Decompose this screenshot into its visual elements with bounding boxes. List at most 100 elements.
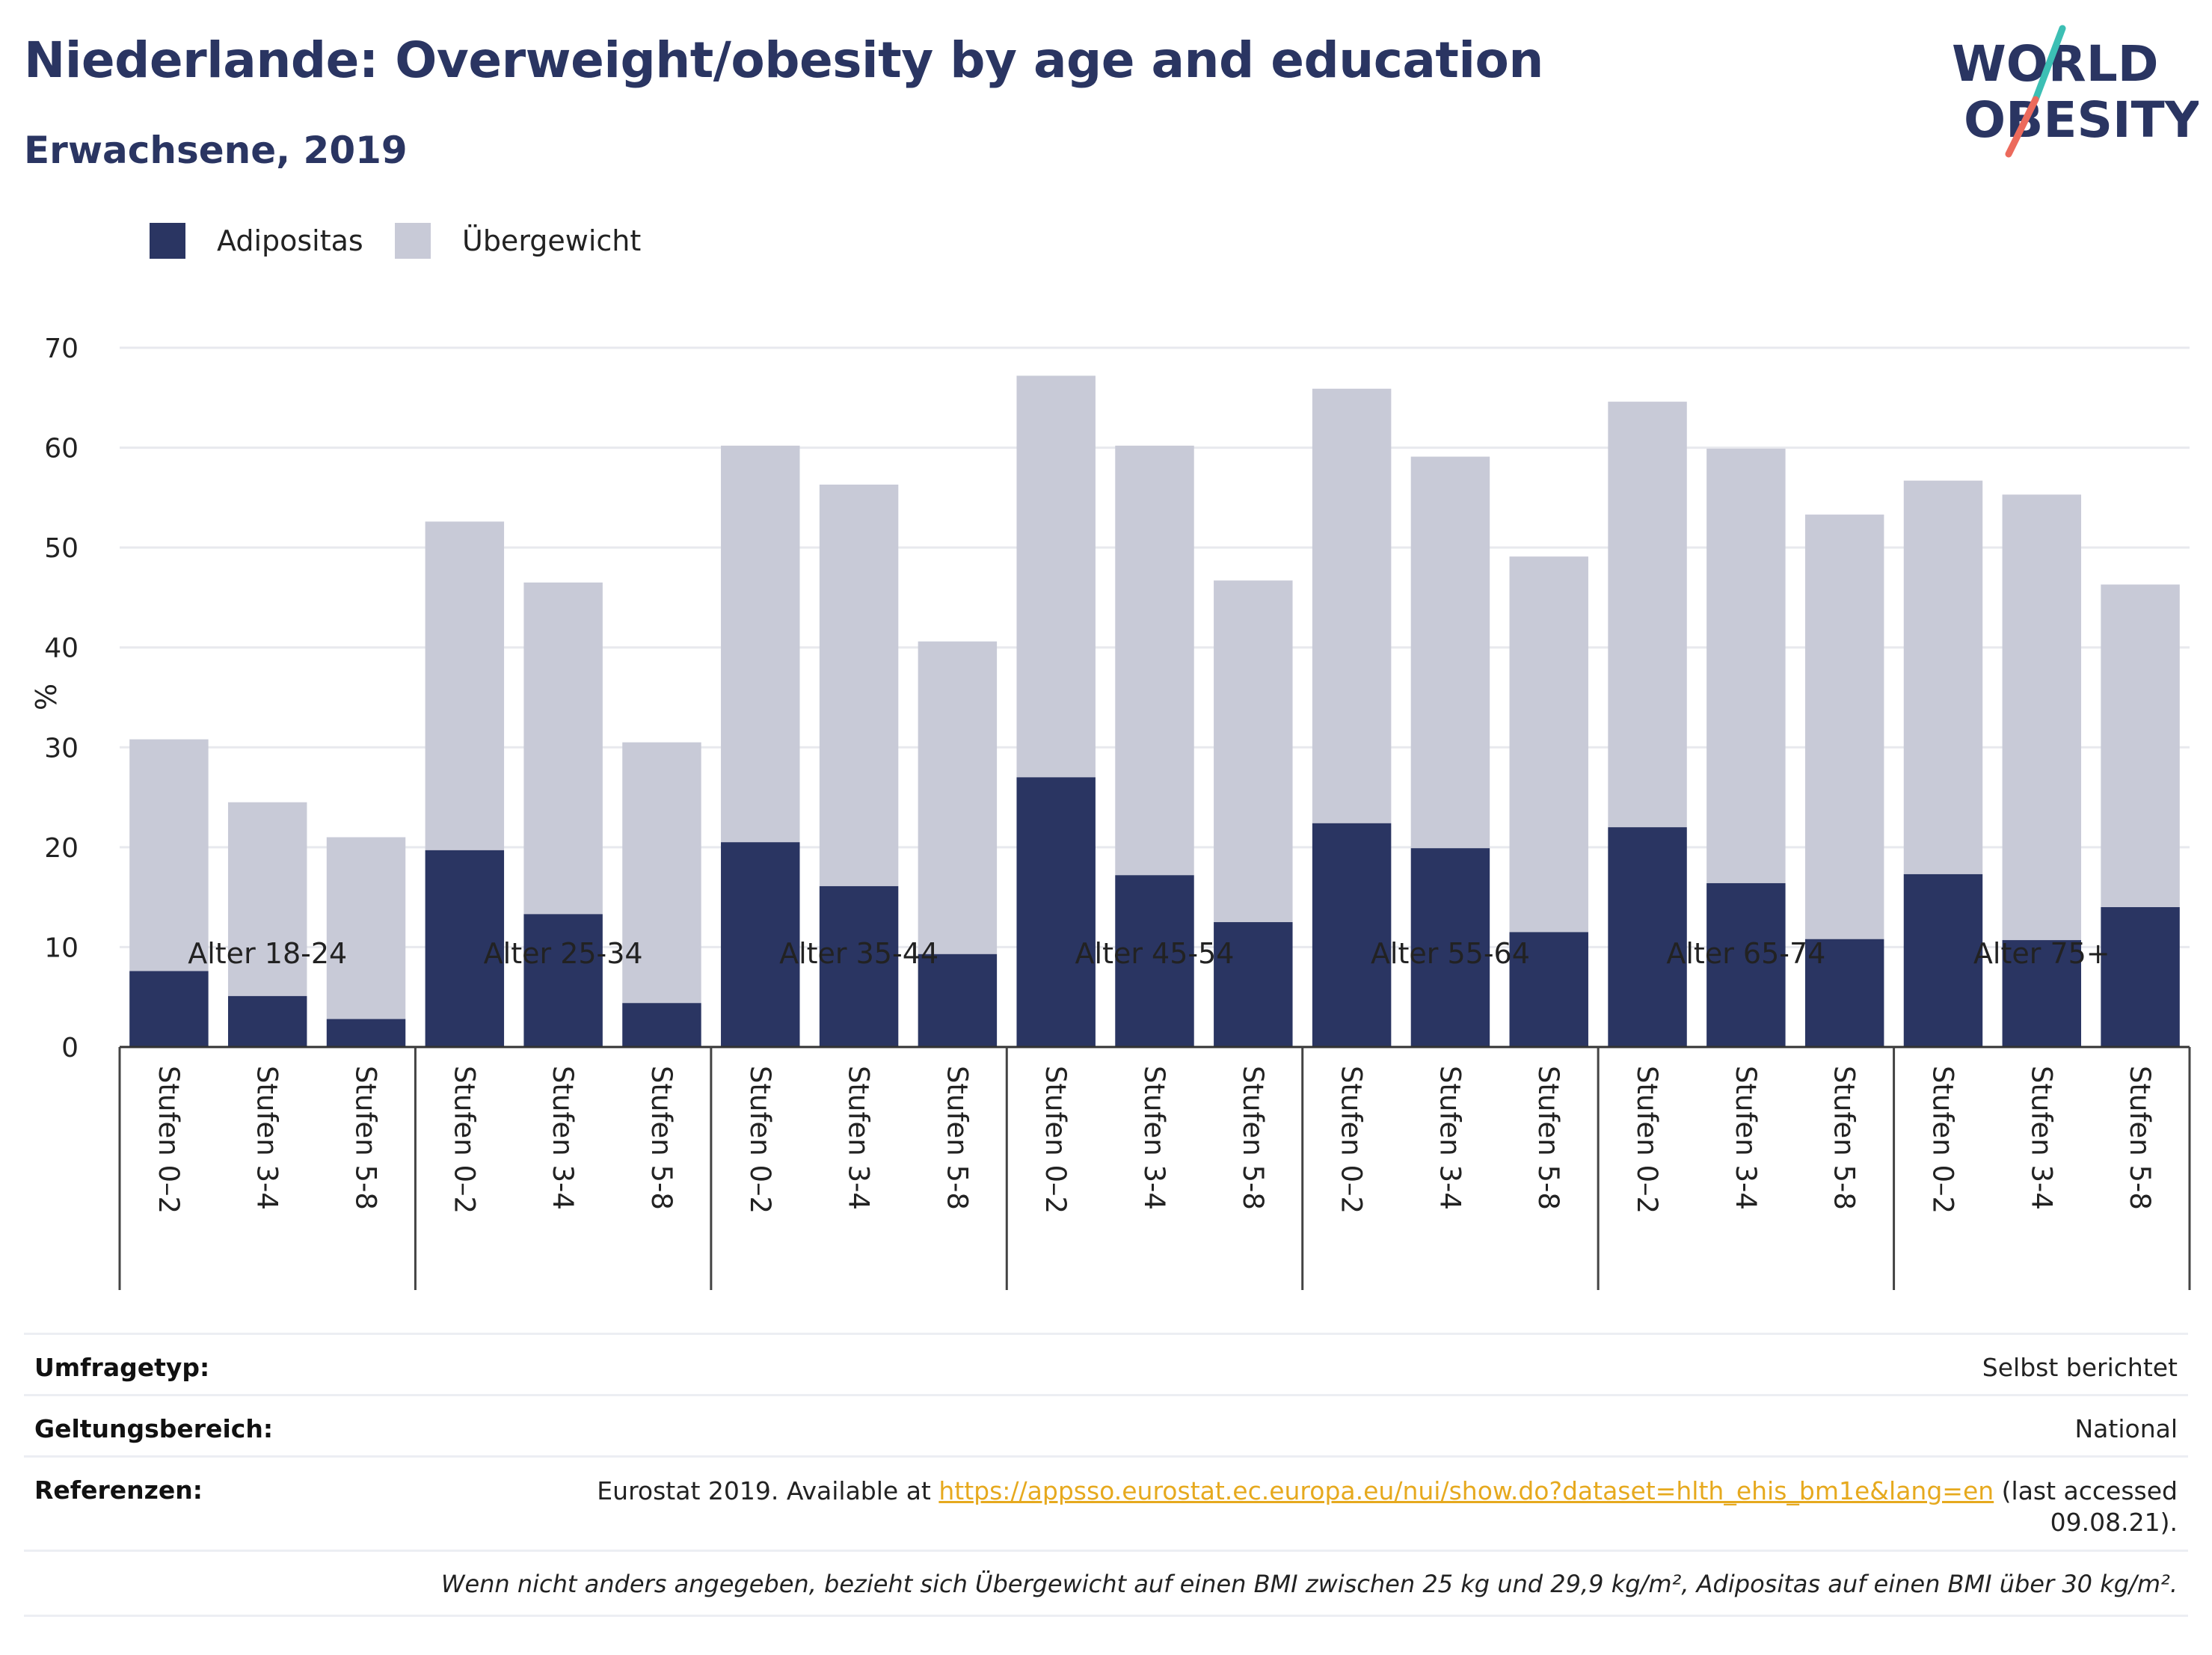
references-value: Eurostat 2019. Available at https://apps… <box>597 1476 2178 1538</box>
bar-obesity <box>1804 939 1884 1047</box>
legend-swatch-overweight <box>395 223 431 259</box>
info-table: Umfragetyp: Selbst berichtet Geltungsber… <box>24 1333 2188 1617</box>
chart-title: Niederlande: Overweight/obesity by age a… <box>24 31 1543 89</box>
y-tick-label: 50 <box>44 533 79 564</box>
bmi-definition-note: Wenn nicht anders angegeben, bezieht sic… <box>440 1570 2178 1598</box>
info-row-note: Wenn nicht anders angegeben, bezieht sic… <box>24 1550 2188 1617</box>
bar-overweight <box>721 445 800 843</box>
bar-obesity <box>918 954 998 1047</box>
x-group-label: Alter 75+ <box>1973 937 2110 970</box>
x-tick-label: Stufen 5-8 <box>2124 1066 2156 1210</box>
references-suffix: (last accessed <box>1994 1476 2178 1505</box>
x-group-label: Alter 65-74 <box>1666 937 1825 970</box>
legend-label-obesity: Adipositas <box>217 224 363 257</box>
info-row-references: Referenzen: Eurostat 2019. Available at … <box>24 1455 2188 1550</box>
bar-obesity <box>523 914 603 1047</box>
bar-obesity <box>1410 848 1490 1047</box>
x-tick-label: Stufen 3-4 <box>1138 1066 1170 1210</box>
x-tick-label: Stufen 3-4 <box>1434 1066 1466 1210</box>
bar-overweight <box>918 641 998 954</box>
x-tick-label: Stufen 0–2 <box>1926 1066 1958 1214</box>
bar-overweight <box>2002 494 2082 941</box>
bar-obesity <box>819 885 899 1047</box>
bar-overweight <box>1608 402 1687 828</box>
bar-obesity <box>721 842 800 1047</box>
bar-overweight <box>425 521 505 850</box>
x-tick-label: Stufen 5-8 <box>350 1066 382 1210</box>
bar-overweight <box>523 582 603 915</box>
bar-obesity <box>1509 932 1588 1047</box>
legend-swatch-obesity <box>150 223 185 259</box>
bar-overweight <box>1509 556 1588 933</box>
x-group-label: Alter 35-44 <box>779 937 938 970</box>
bar-overweight <box>1016 375 1096 778</box>
stacked-bar-chart: 0 10 20 30 40 50 60 70% Stufen 0–2 Stufen 3-4 Stuf… <box>30 334 2191 1290</box>
x-tick-label: Stufen 5-8 <box>1828 1066 1861 1210</box>
bar-obesity <box>1608 827 1687 1047</box>
bar-obesity <box>1312 823 1392 1047</box>
x-tick-label: Stufen 3-4 <box>2025 1066 2057 1210</box>
legend-label-overweight: Übergewicht <box>462 224 642 257</box>
y-tick-label: 20 <box>44 833 79 864</box>
bar-overweight <box>1706 448 1786 883</box>
x-tick-label: Stufen 5-8 <box>1532 1066 1564 1210</box>
info-row-survey-type: Umfragetyp: Selbst berichtet <box>24 1333 2188 1395</box>
bar-obesity <box>129 971 209 1047</box>
y-tick-label: 70 <box>44 334 79 364</box>
bar-overweight <box>2101 584 2180 907</box>
references-prefix: Eurostat 2019. Available at <box>597 1476 939 1505</box>
x-tick-label: Stufen 0–2 <box>744 1066 776 1214</box>
x-tick-label: Stufen 0–2 <box>1631 1066 1663 1214</box>
logo-slash-coral <box>2005 96 2039 158</box>
bar-overweight <box>1410 456 1490 849</box>
bar-obesity <box>1903 873 1983 1047</box>
bar-obesity <box>1706 882 1786 1047</box>
bar-overweight <box>1312 388 1392 823</box>
bar-overweight <box>326 837 406 1019</box>
x-group-label: Alter 25-34 <box>484 937 643 970</box>
x-tick-label: Stufen 5-8 <box>645 1066 678 1210</box>
bar-obesity <box>326 1019 406 1047</box>
bar-overweight <box>129 739 209 971</box>
bar-overweight <box>1214 580 1293 923</box>
bar-overweight <box>819 484 899 886</box>
bar-overweight <box>622 742 701 1004</box>
bar-overweight <box>1804 515 1884 939</box>
x-tick-label: Stufen 3-4 <box>547 1066 579 1210</box>
x-tick-label: Stufen 5-8 <box>1237 1066 1269 1210</box>
y-tick-label: 10 <box>44 933 79 963</box>
references-date: 09.08.21). <box>2050 1508 2178 1537</box>
bar-overweight <box>227 802 307 996</box>
x-tick-label: Stufen 0–2 <box>1039 1066 1072 1214</box>
x-tick-label: Stufen 0–2 <box>1336 1066 1368 1214</box>
bar-obesity <box>1115 875 1194 1047</box>
scope-label: Geltungsbereich: <box>34 1414 274 1443</box>
logo-slash-teal <box>2032 25 2066 103</box>
x-tick-label: Stufen 0–2 <box>153 1066 185 1214</box>
x-tick-label: Stufen 3-4 <box>1730 1066 1762 1210</box>
bar-overweight <box>1903 480 1983 874</box>
x-tick-label: Stufen 3-4 <box>251 1066 283 1210</box>
y-tick-label: 0 <box>61 1033 79 1063</box>
bar-obesity <box>227 995 307 1047</box>
y-axis-label: % <box>30 684 63 710</box>
bar-overweight <box>1115 445 1194 876</box>
y-tick-label: 30 <box>44 733 79 764</box>
chart-subtitle: Erwachsene, 2019 <box>24 129 408 172</box>
bar-obesity <box>1214 922 1293 1047</box>
bar-obesity <box>425 850 505 1047</box>
scope-value: National <box>2074 1414 2178 1443</box>
x-tick-label: Stufen 0–2 <box>448 1066 480 1214</box>
survey-type-value: Selbst berichtet <box>1982 1353 2178 1382</box>
logo-word-obesity: OBESITY <box>1964 91 2199 149</box>
x-group-label: Alter 18-24 <box>188 937 347 970</box>
survey-type-label: Umfragetyp: <box>34 1353 210 1382</box>
y-tick-label: 60 <box>44 434 79 464</box>
references-link[interactable]: https://appsso.eurostat.ec.europa.eu/nui… <box>938 1476 1994 1505</box>
bar-obesity <box>2101 907 2180 1047</box>
info-row-scope: Geltungsbereich: National <box>24 1394 2188 1456</box>
bar-obesity <box>622 1003 701 1047</box>
x-tick-label: Stufen 3-4 <box>843 1066 875 1210</box>
x-group-label: Alter 55-64 <box>1371 937 1530 970</box>
world-obesity-logo: WORLD OBESITY <box>1952 25 2199 158</box>
